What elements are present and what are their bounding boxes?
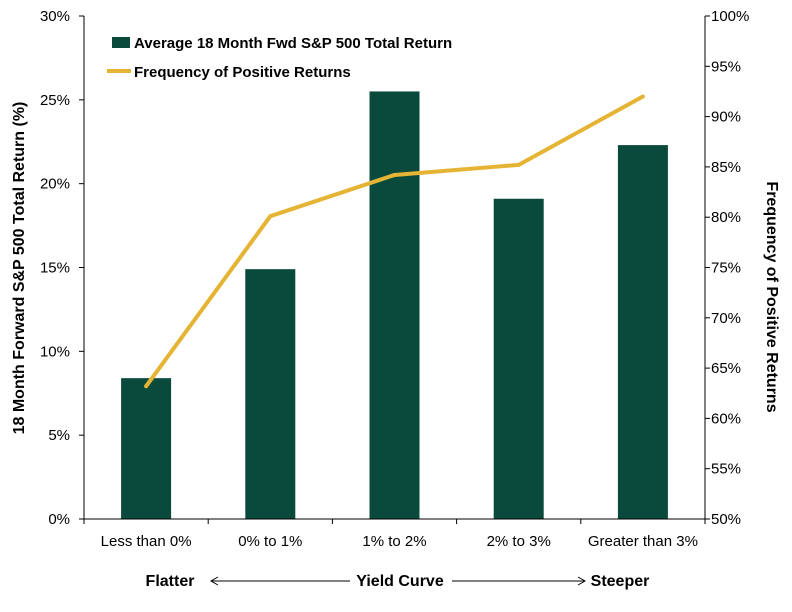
bar — [245, 269, 296, 519]
y2-tick-label: 70% — [711, 310, 741, 327]
line-point — [516, 162, 521, 167]
legend-bar-swatch — [112, 37, 130, 48]
y2-tick-label: 100% — [711, 8, 749, 25]
y2-tick-label: 75% — [711, 260, 741, 277]
y2-tick-label: 50% — [711, 511, 741, 528]
bars-group — [121, 91, 668, 520]
y-tick-label: 20% — [40, 176, 70, 193]
y-axis-title: 18 Month Forward S&P 500 Total Return (%… — [11, 102, 28, 435]
line-point — [144, 384, 149, 389]
y2-tick-label: 90% — [711, 109, 741, 126]
y-tick-label: 25% — [40, 92, 70, 109]
x-tick-label: 1% to 2% — [362, 533, 426, 550]
legend-line-label: Frequency of Positive Returns — [134, 64, 351, 81]
x-tick-label: Less than 0% — [101, 533, 192, 550]
bar — [493, 198, 544, 520]
y2-tick-label: 60% — [711, 410, 741, 427]
y-tick-label: 5% — [48, 427, 70, 444]
y2-tick-label: 55% — [711, 461, 741, 478]
bar — [617, 145, 668, 519]
bar — [369, 91, 420, 519]
axes-group — [79, 15, 710, 524]
line-layer — [144, 94, 645, 389]
y-tick-label: 30% — [40, 8, 70, 25]
legend-bar-label: Average 18 Month Fwd S&P 500 Total Retur… — [134, 35, 452, 52]
y2-tick-label: 85% — [711, 159, 741, 176]
y2-axis-title: Frequency of Positive Returns — [763, 181, 780, 412]
footer-steeper-label: Steeper — [591, 573, 650, 590]
line-point — [640, 94, 645, 99]
line-point — [268, 214, 273, 219]
footer-flatter-label: Flatter — [146, 573, 195, 590]
footer-right-arrowhead — [577, 576, 587, 586]
ticks-group: 0% 5% 10% 15% 20% 25% 30% 50% 55% 60% 65% 70% 75% 80%… — [40, 8, 749, 550]
footer-yield-curve-label: Yield Curve — [356, 573, 444, 590]
footer-left-arrowhead — [209, 576, 219, 586]
y2-tick-label: 95% — [711, 58, 741, 75]
x-tick-label: 2% to 3% — [487, 533, 551, 550]
yield-curve-footer: Flatter Yield Curve Steeper — [146, 573, 650, 590]
y-tick-label: 0% — [48, 511, 70, 528]
y2-tick-label: 80% — [711, 209, 741, 226]
y-tick-label: 15% — [40, 260, 70, 277]
x-tick-label: 0% to 1% — [238, 533, 302, 550]
legend: Average 18 Month Fwd S&P 500 Total Retur… — [107, 35, 452, 81]
line-point — [392, 172, 397, 177]
y2-tick-label: 65% — [711, 360, 741, 377]
x-tick-label: Greater than 3% — [588, 533, 698, 550]
bar — [121, 378, 172, 519]
y-tick-label: 10% — [40, 343, 70, 360]
